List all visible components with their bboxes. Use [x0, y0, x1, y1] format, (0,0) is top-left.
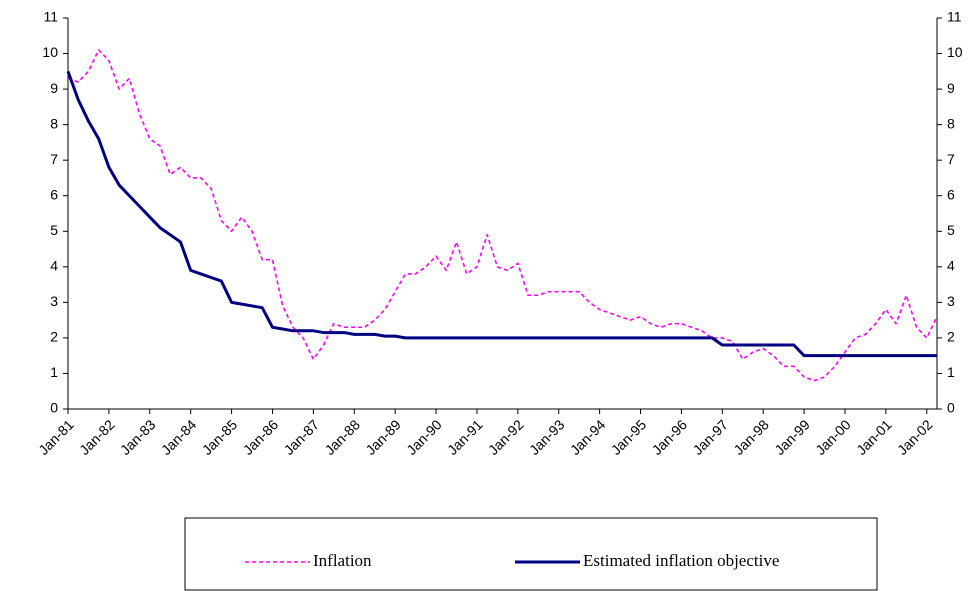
- x-tick-label: Jan-87: [281, 416, 323, 458]
- legend-label: Estimated inflation objective: [583, 551, 779, 570]
- x-tick-label: Jan-92: [485, 416, 527, 458]
- y-tick-label: 11: [43, 9, 58, 25]
- y2-tick-label: 3: [947, 293, 955, 309]
- y-tick-label: 1: [50, 364, 58, 380]
- y2-tick-label: 5: [947, 222, 955, 238]
- y2-tick-label: 10: [947, 44, 963, 60]
- y-tick-label: 9: [50, 80, 58, 96]
- x-tick-label: Jan-89: [362, 416, 404, 458]
- x-tick-label: Jan-83: [117, 416, 159, 458]
- x-tick-label: Jan-99: [771, 416, 813, 458]
- y2-tick-label: 1: [947, 364, 955, 380]
- x-tick-label: Jan-01: [853, 416, 895, 458]
- series-line: [67, 49, 938, 382]
- y2-tick-label: 8: [947, 115, 955, 131]
- x-tick-label: Jan-98: [730, 416, 772, 458]
- y-tick-label: 8: [50, 115, 58, 131]
- y-tick-label: 3: [50, 293, 58, 309]
- x-tick-label: Jan-91: [444, 416, 486, 458]
- x-tick-label: Jan-88: [321, 416, 363, 458]
- y2-tick-label: 4: [947, 258, 955, 274]
- x-tick-label: Jan-82: [76, 416, 118, 458]
- x-tick-label: Jan-93: [526, 416, 568, 458]
- legend-label: Inflation: [313, 551, 372, 570]
- x-tick-label: Jan-81: [35, 416, 77, 458]
- x-tick-label: Jan-85: [199, 416, 241, 458]
- x-tick-label: Jan-95: [608, 416, 650, 458]
- x-tick-label: Jan-00: [812, 416, 854, 458]
- x-tick-label: Jan-90: [403, 416, 445, 458]
- y-tick-label: 2: [50, 329, 58, 345]
- y-tick-label: 0: [50, 400, 58, 416]
- y-tick-label: 7: [50, 151, 58, 167]
- y2-tick-label: 2: [947, 329, 955, 345]
- x-tick-label: Jan-96: [649, 416, 691, 458]
- y2-tick-label: 9: [947, 80, 955, 96]
- x-tick-label: Jan-86: [240, 416, 282, 458]
- y-tick-label: 6: [50, 186, 58, 202]
- legend-box: [184, 517, 878, 591]
- y-tick-label: 10: [42, 44, 58, 60]
- x-tick-label: Jan-97: [689, 416, 731, 458]
- y2-tick-label: 0: [947, 400, 955, 416]
- y2-tick-label: 6: [947, 186, 955, 202]
- x-tick-label: Jan-84: [158, 416, 200, 458]
- y-tick-label: 5: [50, 222, 58, 238]
- series-line: [66, 70, 937, 358]
- y2-tick-label: 11: [947, 9, 962, 25]
- x-tick-label: Jan-94: [567, 416, 609, 458]
- y2-tick-label: 7: [947, 151, 955, 167]
- x-tick-label: Jan-02: [894, 416, 936, 458]
- y-tick-label: 4: [50, 258, 58, 274]
